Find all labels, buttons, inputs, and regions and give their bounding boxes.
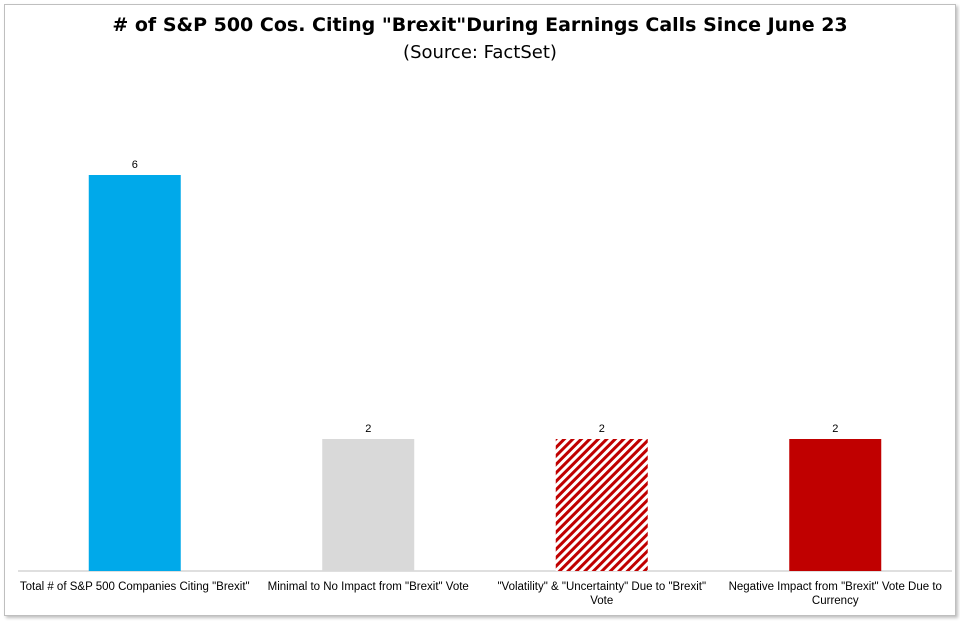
bar-3 xyxy=(555,439,648,571)
category-label-3: "Volatility" & "Uncertainty" Due to "Bre… xyxy=(497,581,707,607)
category-label-1: Total # of S&P 500 Companies Citing "Bre… xyxy=(19,581,250,593)
data-label-3: 2 xyxy=(599,423,605,435)
bar-4 xyxy=(789,439,882,571)
data-label-2: 2 xyxy=(365,423,371,435)
chart-title: # of S&P 500 Cos. Citing "Brexit"During … xyxy=(112,14,848,36)
data-label-1: 6 xyxy=(132,159,138,171)
bar-2 xyxy=(322,439,415,571)
category-label-2: Minimal to No Impact from "Brexit" Vote xyxy=(267,581,469,593)
category-label-4: Negative Impact from "Brexit" Vote Due t… xyxy=(728,581,942,607)
data-label-4: 2 xyxy=(832,423,838,435)
chart-subtitle: (Source: FactSet) xyxy=(403,42,557,63)
bar-1 xyxy=(88,175,181,571)
